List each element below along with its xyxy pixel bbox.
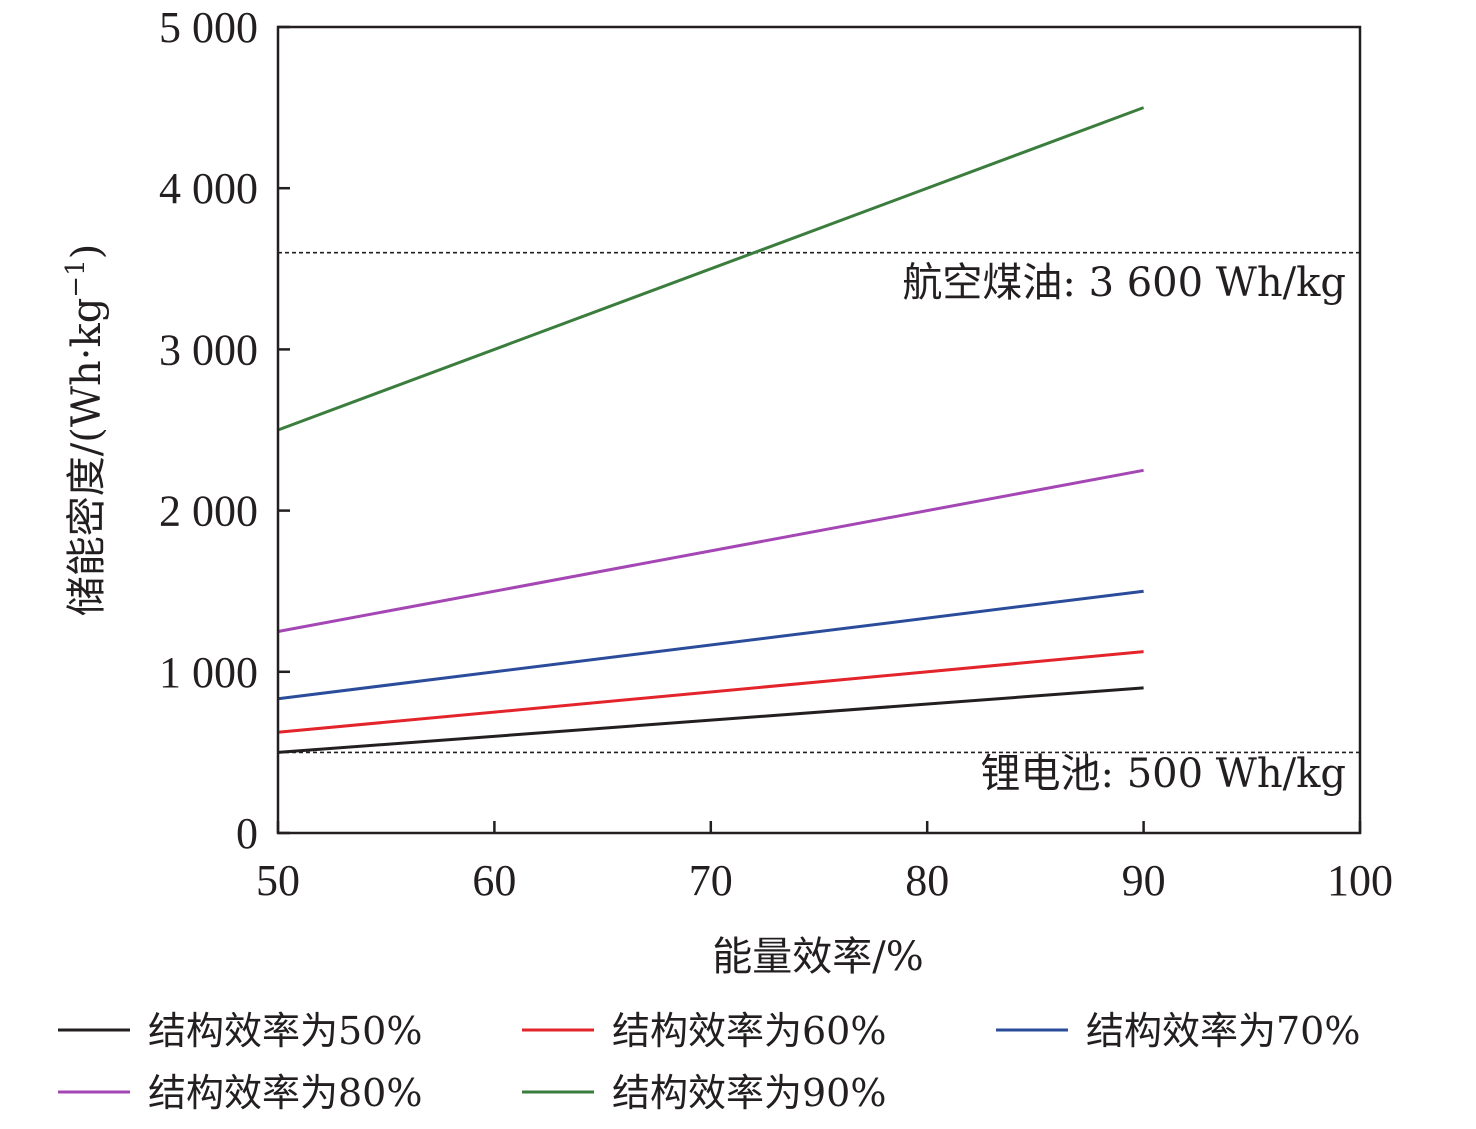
legend-label-3: 结构效率为80% [148,1071,422,1115]
series-line-1 [277,650,1144,734]
y-axis-title-superscript: −1 [61,259,91,297]
x-tick-label-4: 90 [1122,856,1166,905]
series-line-2 [277,589,1144,701]
x-tick-label-5: 100 [1327,856,1393,905]
x-axis-ticks: 50 60 70 80 90 100 [256,821,1393,905]
y-tick-label-3: 3 000 [159,325,258,374]
x-tick-label-1: 60 [472,856,516,905]
plot-frame [276,25,1362,835]
y-axis-title: 储能密度/(Wh·kg−1) [61,244,110,616]
series-line-4 [277,106,1145,432]
legend-label-2: 结构效率为70% [1086,1009,1360,1053]
y-tick-label-1: 1 000 [159,648,258,697]
y-tick-label-4: 4 000 [159,164,258,213]
x-tick-label-3: 80 [905,856,949,905]
legend-label-4: 结构效率为90% [612,1071,886,1115]
x-axis-title: 能量效率/% [712,934,923,980]
series-line-3 [277,468,1144,633]
x-tick-label-0: 50 [256,856,300,905]
y-axis-ticks: 0 1 000 2 000 3 000 4 000 5 000 [159,3,290,858]
reference-label-0: 航空煤油: 3 600 Wh/kg [902,260,1346,306]
legend-label-1: 结构效率为60% [612,1009,886,1053]
reference-label-1: 锂电池: 500 Wh/kg [981,751,1346,797]
y-axis-title-close: ) [64,244,110,260]
series-line-0 [277,686,1144,754]
y-tick-label-0: 0 [236,809,258,858]
legend: 结构效率为50% 结构效率为60% 结构效率为70% 结构效率为80% 结构效率为90% [58,1009,1360,1115]
reference-lines: 航空煤油: 3 600 Wh/kg 锂电池: 500 Wh/kg [278,251,1360,797]
series-lines [277,106,1145,754]
y-tick-label-2: 2 000 [159,487,258,536]
x-tick-label-2: 70 [689,856,733,905]
y-axis-title-main: 储能密度/(Wh·kg [64,298,110,617]
y-tick-label-5: 5 000 [159,3,258,52]
legend-label-0: 结构效率为50% [148,1009,422,1053]
